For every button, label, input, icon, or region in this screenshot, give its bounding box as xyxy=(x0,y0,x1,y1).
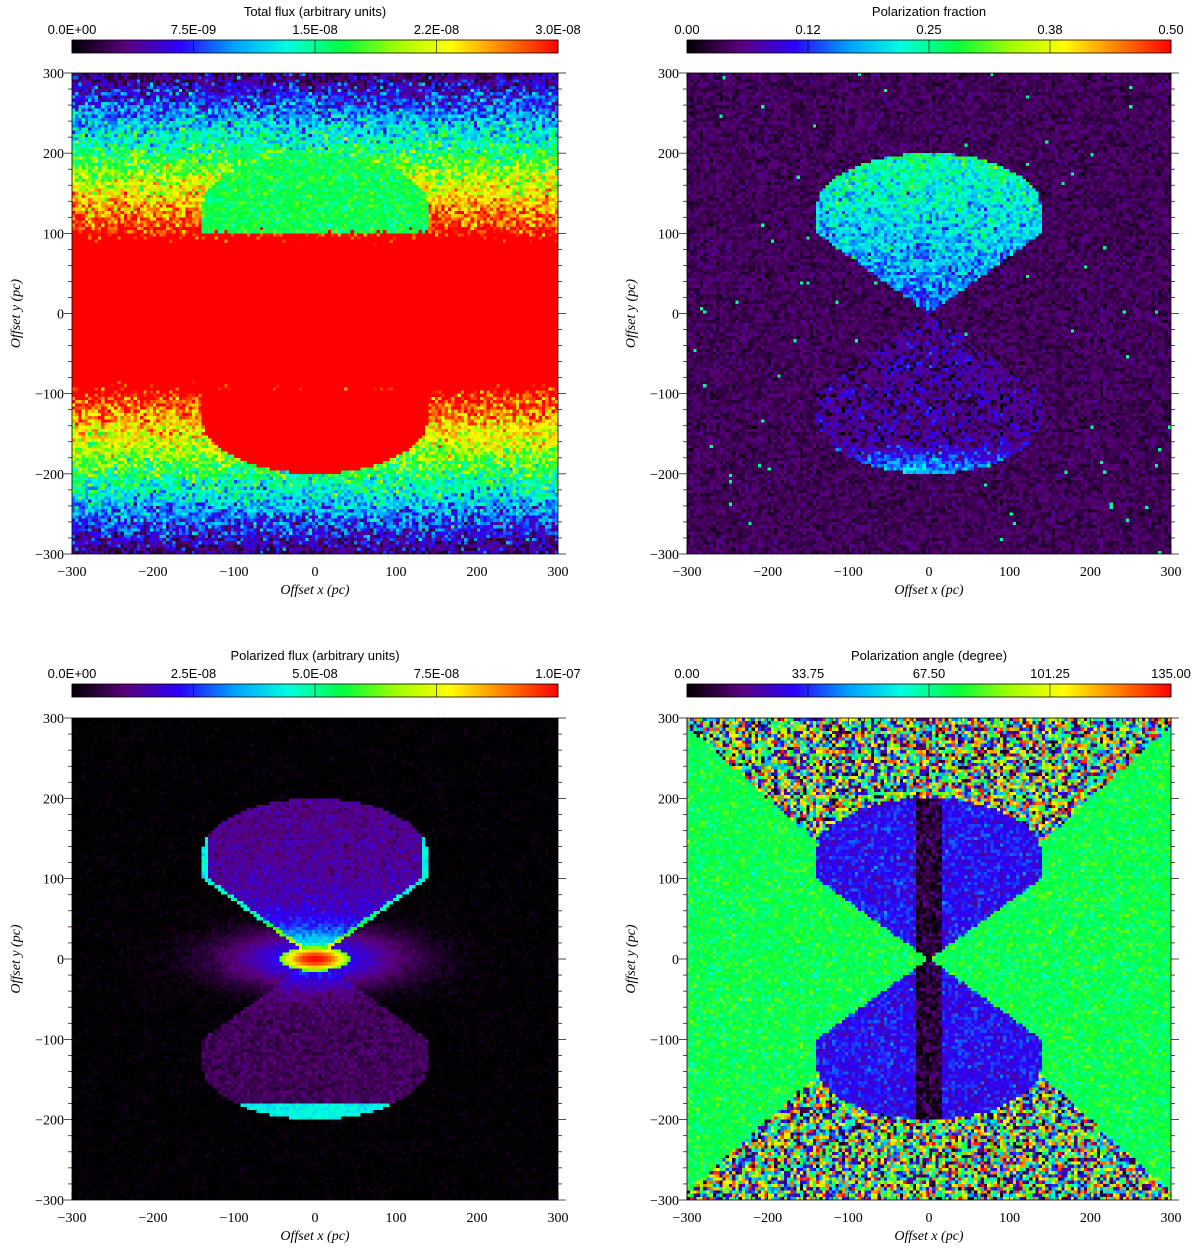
x-tick-label: 200 xyxy=(467,565,488,580)
x-tick-label: 0 xyxy=(926,1211,933,1226)
colorbar-tick-label: 67.50 xyxy=(913,666,946,681)
colorbar-title: Polarization fraction xyxy=(872,4,986,19)
colorbar-tick-label: 2.5E-08 xyxy=(171,666,217,681)
x-tick-label: 200 xyxy=(1080,565,1101,580)
y-tick-label: −100 xyxy=(650,1033,679,1048)
y-tick-label: 200 xyxy=(658,147,679,162)
y-axis-label: Offset y (pc) xyxy=(9,279,24,349)
x-tick-label: 0 xyxy=(312,1211,319,1226)
heatmap-image xyxy=(72,73,558,554)
y-tick-label: −300 xyxy=(650,548,679,563)
colorbar-tick-label: 135.00 xyxy=(1151,666,1191,681)
y-tick-label: 200 xyxy=(658,792,679,807)
y-tick-label: 100 xyxy=(658,873,679,888)
x-tick-label: 100 xyxy=(386,565,407,580)
panel-4: Polarization angle (degree) 0.00 33.75 67.5… xyxy=(624,648,1191,1244)
y-tick-label: −300 xyxy=(35,1194,64,1209)
colorbar-tick-label: 1.5E-08 xyxy=(292,22,338,37)
x-tick-label: 200 xyxy=(1080,1211,1101,1226)
x-tick-label: −100 xyxy=(220,565,249,580)
heatmap-image xyxy=(687,73,1171,554)
y-tick-label: −100 xyxy=(35,388,64,403)
y-tick-label: 100 xyxy=(658,227,679,242)
x-tick-label: 100 xyxy=(999,565,1020,580)
y-tick-label: 300 xyxy=(43,712,64,727)
panel-3: Polarized flux (arbitrary units) 0.0E+00 2… xyxy=(9,648,581,1244)
x-tick-label: 100 xyxy=(386,1211,407,1226)
x-tick-label: −100 xyxy=(834,565,863,580)
x-tick-label: 300 xyxy=(1161,565,1182,580)
colorbar-tick-label: 0.25 xyxy=(916,22,941,37)
x-axis-label: Offset x (pc) xyxy=(894,1229,964,1244)
x-tick-label: 0 xyxy=(926,565,933,580)
x-tick-label: −200 xyxy=(139,1211,168,1226)
y-tick-label: −300 xyxy=(35,548,64,563)
panel-2: Polarization fraction 0.00 0.12 0.25 0.38 0.5… xyxy=(624,4,1184,598)
y-tick-label: 100 xyxy=(43,873,64,888)
colorbar-tick-label: 0.0E+00 xyxy=(48,666,97,681)
x-tick-label: 300 xyxy=(548,1211,569,1226)
colorbar-tick-label: 7.5E-08 xyxy=(414,666,460,681)
heatmap-image xyxy=(687,718,1171,1200)
y-axis-label: Offset y (pc) xyxy=(624,924,639,994)
x-tick-label: 300 xyxy=(548,565,569,580)
y-tick-label: −100 xyxy=(650,388,679,403)
colorbar-tick-label: 0.12 xyxy=(795,22,820,37)
colorbar-title: Polarization angle (degree) xyxy=(851,648,1007,663)
y-tick-label: 0 xyxy=(57,953,64,968)
colorbar-tick-label: 2.2E-08 xyxy=(414,22,460,37)
colorbar-tick-label: 101.25 xyxy=(1030,666,1070,681)
x-axis-label: Offset x (pc) xyxy=(280,1229,350,1244)
x-tick-label: −100 xyxy=(220,1211,249,1226)
x-tick-label: −200 xyxy=(139,565,168,580)
y-tick-label: −200 xyxy=(35,468,64,483)
x-tick-label: 100 xyxy=(999,1211,1020,1226)
y-tick-label: 200 xyxy=(43,792,64,807)
x-tick-label: −300 xyxy=(673,565,702,580)
x-axis-label: Offset x (pc) xyxy=(894,583,964,598)
panel-1: Total flux (arbitrary units) 0.0E+00 7.5E-… xyxy=(9,4,581,598)
y-tick-label: 300 xyxy=(43,67,64,82)
y-tick-label: 0 xyxy=(672,953,679,968)
y-tick-label: 200 xyxy=(43,147,64,162)
colorbar-tick-label: 5.0E-08 xyxy=(292,666,338,681)
x-tick-label: 200 xyxy=(467,1211,488,1226)
colorbar-title: Polarized flux (arbitrary units) xyxy=(230,648,399,663)
colorbar-tick-label: 1.0E-07 xyxy=(535,666,581,681)
x-axis-label: Offset x (pc) xyxy=(280,583,350,598)
y-tick-label: −300 xyxy=(650,1194,679,1209)
colorbar-tick-label: 7.5E-09 xyxy=(171,22,217,37)
y-tick-label: 0 xyxy=(57,308,64,323)
y-tick-label: −100 xyxy=(35,1033,64,1048)
y-tick-label: 300 xyxy=(658,67,679,82)
colorbar-title: Total flux (arbitrary units) xyxy=(244,4,386,19)
colorbar-tick-label: 33.75 xyxy=(792,666,825,681)
y-tick-label: −200 xyxy=(650,1114,679,1129)
heatmap-image xyxy=(72,718,558,1200)
x-tick-label: 300 xyxy=(1161,1211,1182,1226)
y-tick-label: 300 xyxy=(658,712,679,727)
x-tick-label: −200 xyxy=(753,1211,782,1226)
x-tick-label: −300 xyxy=(673,1211,702,1226)
colorbar-tick-label: 0.00 xyxy=(674,22,699,37)
y-tick-label: 100 xyxy=(43,227,64,242)
y-tick-label: −200 xyxy=(650,468,679,483)
x-tick-label: 0 xyxy=(312,565,319,580)
x-tick-label: −100 xyxy=(834,1211,863,1226)
y-tick-label: 0 xyxy=(672,308,679,323)
colorbar-tick-label: 3.0E-08 xyxy=(535,22,581,37)
y-axis-label: Offset y (pc) xyxy=(624,279,639,349)
x-tick-label: −200 xyxy=(753,565,782,580)
x-tick-label: −300 xyxy=(58,565,87,580)
colorbar-tick-label: 0.0E+00 xyxy=(48,22,97,37)
y-axis-label: Offset y (pc) xyxy=(9,924,24,994)
y-tick-label: −200 xyxy=(35,1114,64,1129)
x-tick-label: −300 xyxy=(58,1211,87,1226)
colorbar-tick-label: 0.50 xyxy=(1158,22,1183,37)
colorbar-tick-label: 0.38 xyxy=(1037,22,1062,37)
colorbar-tick-label: 0.00 xyxy=(674,666,699,681)
